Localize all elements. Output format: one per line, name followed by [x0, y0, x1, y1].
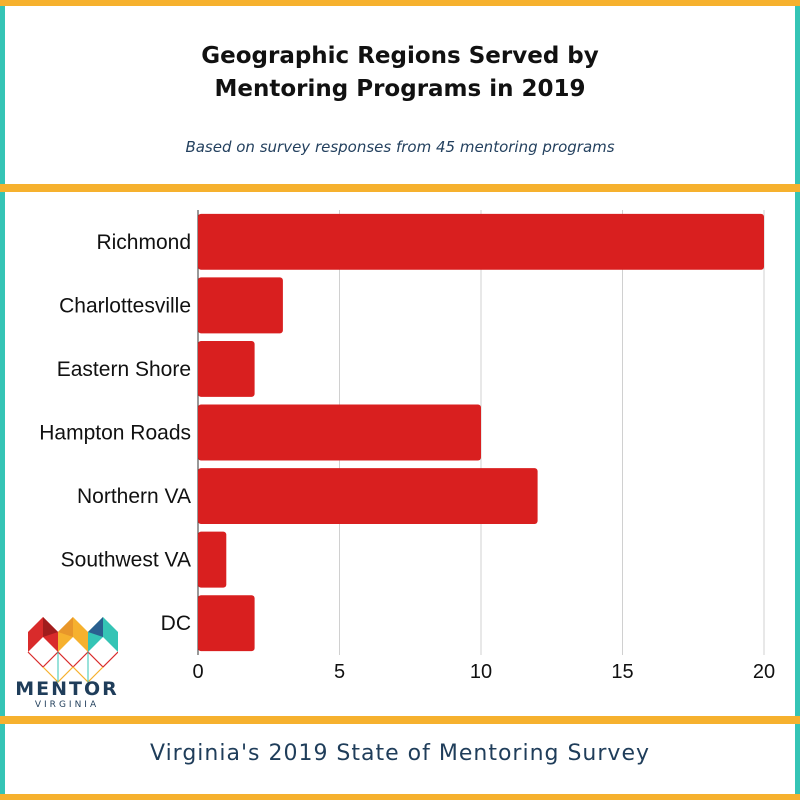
- x-tick-label: 15: [611, 661, 633, 683]
- top-border: [0, 0, 800, 6]
- y-category-label: Richmond: [96, 231, 191, 254]
- y-category-label: Northern VA: [77, 485, 191, 508]
- y-category-label: Southwest VA: [61, 549, 191, 572]
- y-category-label: Charlottesville: [59, 294, 191, 317]
- y-category-label: Hampton Roads: [39, 422, 191, 445]
- logo-wordmark: MENTOR: [15, 678, 119, 700]
- mentor-logo-icon: [27, 617, 118, 683]
- x-tick-label: 0: [192, 661, 203, 683]
- x-tick-label: 5: [334, 661, 345, 683]
- bar-hampton-roads: [198, 404, 481, 461]
- bar-eastern-shore: [198, 340, 255, 397]
- y-category-label: DC: [161, 612, 191, 635]
- x-tick-label: 20: [753, 661, 775, 683]
- y-category-label: Eastern Shore: [57, 358, 191, 381]
- footer-divider: [0, 716, 800, 724]
- logo-subtext: VIRGINIA: [34, 700, 100, 710]
- title-line-1: Geographic Regions Served by: [201, 43, 599, 69]
- footer-title: Virginia's 2019 State of Mentoring Surve…: [150, 741, 650, 766]
- bar-southwest-va: [198, 531, 227, 588]
- label-layer: 0 5 10 15 20 Richmond Charlottesville Eastern S…: [39, 231, 775, 683]
- bar-charlottesville: [198, 277, 283, 334]
- bar-northern-va: [198, 468, 538, 525]
- page-title: Geographic Regions Served by Mentoring P…: [0, 40, 800, 106]
- bar-dc: [198, 595, 255, 652]
- bottom-border: [0, 794, 800, 800]
- right-border: [795, 0, 800, 800]
- title-line-2: Mentoring Programs in 2019: [214, 76, 586, 102]
- x-tick-label: 10: [470, 661, 492, 683]
- header-divider: [0, 184, 800, 192]
- bar-richmond: [198, 213, 764, 270]
- bar-layer: [198, 213, 764, 652]
- left-border: [0, 0, 5, 800]
- subtitle: Based on survey responses from 45 mentor…: [185, 138, 615, 156]
